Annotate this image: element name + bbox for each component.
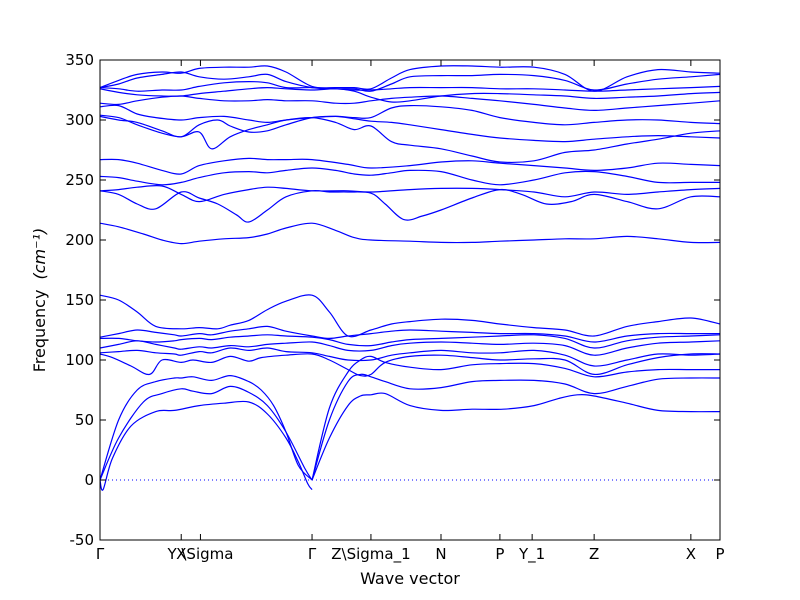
y-tick-label: 350 (65, 51, 94, 69)
y-axis-label: Frequency (cm⁻¹) (30, 228, 49, 372)
phonon-branch-15 (99, 184, 721, 203)
y-axis-label-text: Frequency (30, 290, 49, 373)
x-tick-label: Z\Sigma_1 (331, 545, 410, 564)
phonon-branch-8 (99, 347, 721, 367)
y-tick-label: 50 (75, 411, 94, 429)
x-tick-label: P (715, 545, 724, 563)
phonon-branch-17 (99, 157, 721, 175)
plot-frame (99, 59, 721, 541)
x-axis-ticks: Γ XY \Sigma Γ Z\Sigma_1 N P Y_1 Z X P (96, 60, 725, 564)
y-tick-label: 200 (65, 231, 94, 249)
phonon-branch-4 (311, 392, 721, 481)
y-tick-label: 100 (65, 351, 94, 369)
phonon-branch-14 (99, 188, 721, 223)
x-tick-label: Z (589, 545, 599, 563)
phonon-branch-10 (99, 334, 721, 349)
y-axis-label-unit: (cm⁻¹) (30, 228, 49, 280)
y-axis-ticks: -50 0 50 100 150 200 250 300 350 (65, 51, 720, 549)
y-tick-label: 300 (65, 111, 94, 129)
phonon-branch-13 (99, 222, 721, 245)
phonon-branch-11 (99, 325, 720, 343)
y-tick-label: 150 (65, 291, 94, 309)
phonon-branch-20 (99, 104, 721, 126)
x-tick-label: P (495, 545, 504, 563)
phonon-branch-9 (99, 340, 721, 356)
x-tick-label: Γ (308, 545, 317, 563)
y-tick-label: 0 (84, 471, 94, 489)
phonon-branch-6 (311, 355, 720, 481)
phonon-branch-12 (99, 294, 721, 338)
phonon-branch-18 (99, 114, 721, 163)
phonon-branch-24 (99, 71, 721, 92)
phonon-branch-25 (99, 65, 721, 92)
phonon-branch-19 (99, 115, 721, 143)
phonon-branch-22 (99, 86, 721, 103)
y-tick-label: 250 (65, 171, 94, 189)
x-tick-label: X (176, 545, 186, 563)
phonon-branch-3 (99, 374, 313, 481)
phonon-branch-7 (99, 353, 721, 377)
x-tick-label: N (435, 545, 446, 563)
x-tick-label: Y \Sigma (166, 545, 233, 563)
phonon-branch-16 (99, 167, 720, 186)
y-tick-label: -50 (70, 531, 95, 549)
x-tick-label: Y_1 (518, 545, 545, 564)
x-tick-label: Γ (96, 545, 105, 563)
phonon-branch-1 (99, 400, 313, 491)
x-tick-label: X (686, 545, 696, 563)
x-axis-label: Wave vector (360, 569, 460, 588)
plot-content (99, 65, 721, 491)
